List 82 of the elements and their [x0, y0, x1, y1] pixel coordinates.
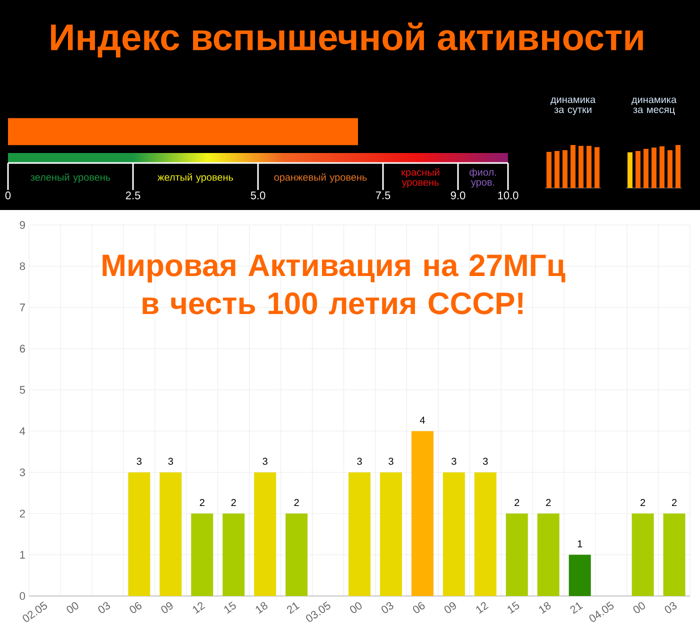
text: желтый уровень [158, 173, 234, 183]
chart-title: динамика за сутки [550, 98, 596, 116]
data-label: 3 [262, 458, 268, 465]
x-tick-label: 12 [192, 602, 206, 614]
chart-title: Индекс вспышечной активности [51, 22, 643, 58]
y-tick-label: 7 [20, 304, 25, 312]
x-tick-label: 15 [508, 601, 520, 614]
x-tick-label: 0 [5, 192, 11, 200]
y-tick-label: 2 [20, 510, 25, 518]
chart-title: динамика за месяц [632, 98, 677, 115]
data-label: 3 [388, 458, 394, 465]
bar [254, 472, 276, 596]
bar [628, 152, 633, 188]
data-label: 3 [136, 458, 142, 465]
y-tick-label: 1 [20, 551, 25, 559]
data-label: 4 [420, 416, 425, 424]
bar [632, 514, 654, 596]
text: оранжевый уровень [274, 173, 367, 183]
data-label: 3 [357, 458, 362, 465]
x-tick-label: 06 [130, 602, 142, 614]
bar [474, 472, 496, 596]
x-tick-label: 03 [382, 602, 394, 614]
bar [668, 150, 673, 188]
x-tick-label: 21 [570, 602, 583, 614]
bar [442, 472, 465, 596]
x-tick-label: 7.5 [376, 192, 390, 200]
x-tick-label: 03 [98, 602, 110, 614]
data-label: 3 [452, 458, 456, 465]
text: зеленый уровень [30, 173, 110, 183]
x-tick-label: 09 [444, 602, 456, 614]
x-tick-label: 00 [633, 602, 645, 614]
text: красный уровень [402, 168, 440, 188]
data-label: 2 [231, 499, 236, 506]
text: фиол. уров. [470, 168, 496, 188]
bar [636, 151, 641, 188]
data-label: 3 [483, 458, 488, 465]
x-tick-label: 03 [664, 602, 677, 614]
y-tick-label: 5 [20, 386, 25, 394]
y-tick-label: 8 [20, 262, 25, 270]
bar [348, 472, 371, 596]
bar [568, 554, 591, 596]
x-tick-label: 09 [161, 602, 173, 614]
data-label: 3 [168, 458, 173, 465]
x-tick-label: 15 [224, 601, 236, 614]
x-tick-label: 12 [476, 602, 488, 614]
bar [191, 514, 214, 596]
x-tick-label: 00 [350, 602, 362, 614]
bar [652, 148, 657, 188]
data-label: 2 [546, 499, 551, 506]
bar [676, 144, 681, 188]
data-label: 2 [514, 499, 520, 506]
x-tick-label: 10.0 [498, 192, 518, 200]
x-tick-label: 00 [66, 602, 78, 614]
bar [660, 146, 665, 188]
y-tick-label: 6 [20, 344, 25, 353]
y-tick-label: 9 [20, 221, 25, 229]
bar [506, 514, 528, 596]
bar [411, 431, 434, 596]
bar [380, 472, 402, 596]
bar [286, 514, 308, 596]
data-label: 2 [200, 499, 204, 506]
data-label: 2 [672, 499, 677, 506]
x-tick-label: 2.5 [126, 192, 140, 200]
bar [160, 472, 182, 596]
y-tick-label: 3 [20, 468, 25, 476]
data-label: 2 [640, 499, 646, 506]
bar [644, 148, 649, 188]
y-tick-label: 0 [20, 592, 26, 600]
x-tick-label: 18 [539, 602, 551, 614]
x-tick-label: 5.0 [250, 192, 266, 200]
bar [128, 472, 150, 596]
x-tick-label: 06 [413, 602, 425, 614]
x-tick-label: 21 [287, 602, 300, 614]
y-tick-label: 4 [20, 427, 26, 435]
annotation: Мировая Активация на 27МГц в честь 100 летия СССР! [102, 254, 566, 314]
x-tick-label: 18 [256, 602, 268, 614]
x-tick-label: 9.0 [450, 192, 466, 200]
data-label: 1 [578, 540, 582, 548]
bar [537, 514, 560, 596]
data-label: 2 [294, 499, 299, 506]
bar [222, 514, 245, 596]
bar [663, 514, 686, 596]
